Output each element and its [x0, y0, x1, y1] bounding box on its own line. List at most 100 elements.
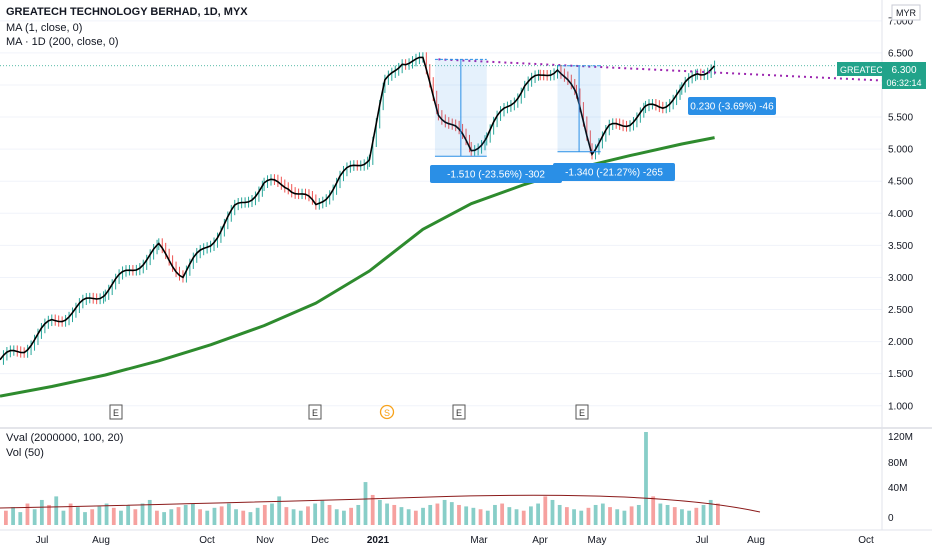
countdown: 06:32:14 [886, 78, 921, 88]
x-tick-label: Oct [199, 535, 215, 546]
volume-bar [385, 503, 389, 525]
y-tick-label: 5.000 [888, 145, 913, 156]
volume-bar [140, 503, 145, 525]
x-tick-label: May [588, 535, 607, 546]
volume-bars [0, 432, 761, 525]
volume-bar [320, 500, 325, 525]
volume-bar [622, 510, 627, 525]
volume-bar [183, 504, 188, 525]
dividend-marker [379, 404, 395, 420]
ma200-legend[interactable]: MA · 1D (200, close, 0) [6, 36, 119, 48]
volume-bar [421, 507, 425, 525]
volume-bar [586, 507, 591, 525]
x-tick-label: Aug [747, 535, 765, 546]
candles [0, 52, 716, 365]
x-tick-label: Mar [470, 535, 488, 546]
volume-bar [126, 504, 131, 525]
volume-bar [536, 503, 540, 525]
volume-bar [298, 510, 303, 525]
volume-bar [32, 509, 37, 525]
x-tick-label: Dec [311, 535, 329, 546]
volume-bar [665, 504, 670, 525]
y-tick-label: 2.000 [888, 337, 913, 348]
volume-bar [629, 506, 634, 525]
volume-bar [75, 507, 80, 525]
volume-bar [119, 510, 123, 525]
volume-bar [572, 509, 576, 525]
chart-title: GREATECH TECHNOLOGY BERHAD, 1D, MYX [6, 6, 248, 18]
price-tag-bg [882, 62, 926, 76]
earnings-marker [575, 404, 589, 420]
volume-bar [687, 510, 692, 525]
volume-bar [104, 503, 109, 525]
volume-bar [18, 512, 23, 525]
volume-bar [327, 504, 332, 525]
volume-bar [90, 509, 95, 525]
y-tick-label: 6.500 [888, 48, 913, 59]
ma1-legend[interactable]: MA (1, close, 0) [6, 22, 83, 34]
volume-bar [658, 503, 663, 525]
volume-bar [262, 504, 267, 525]
volume-bar [147, 499, 152, 525]
x-tick-label: Aug [92, 535, 110, 546]
volume-bar [680, 509, 684, 525]
resistance-line [438, 58, 883, 82]
event-label: E [312, 408, 318, 418]
volume-bar [435, 503, 440, 525]
volume-bar [11, 507, 15, 525]
volume-bar [579, 510, 584, 525]
earnings-marker [308, 404, 322, 420]
volume-bar [248, 512, 253, 525]
volume-bar [212, 507, 217, 525]
vol-legend[interactable]: Vol (50) [6, 447, 44, 459]
y-tick-label: 2.500 [888, 305, 913, 316]
countdown-bg [882, 76, 926, 89]
x-tick-label: 2021 [367, 535, 390, 546]
event-label: E [579, 408, 585, 418]
x-tick-label: Nov [256, 535, 274, 546]
volume-bar [363, 482, 368, 525]
volume-bar [162, 512, 167, 525]
volume-bar [349, 507, 354, 525]
volume-bar [550, 499, 555, 525]
measure-label: 0.230 (-3.69%) -46 [690, 102, 774, 113]
volume-bar [377, 499, 382, 525]
volume-bar [4, 510, 8, 525]
volume-bar [190, 503, 195, 525]
volume-bar [306, 506, 310, 525]
volume-bar [521, 510, 526, 525]
volume-bar [399, 507, 404, 525]
y-tick-label: 4.500 [888, 177, 913, 188]
volume-bar [507, 507, 512, 525]
currency-box [891, 4, 921, 21]
y-tick-label: 4.000 [888, 209, 913, 220]
y-tick-label: 1.500 [888, 369, 913, 380]
vol-y-tick-label: 80M [888, 458, 907, 469]
symbol-tag-bg [837, 62, 882, 76]
volume-bar [291, 509, 296, 525]
volume-bar [413, 510, 418, 525]
volume-bar [464, 506, 469, 525]
y-tick-label: 3.000 [888, 273, 913, 284]
y-tick-label: 3.500 [888, 241, 913, 252]
volume-bar [219, 506, 224, 525]
vol-y-tick-label: 120M [888, 432, 913, 443]
currency-label: MYR [896, 8, 917, 18]
symbol-tag: GREATEC [840, 65, 883, 75]
volume-bar [313, 503, 318, 525]
volume-bar [708, 499, 713, 525]
volume-bar [111, 507, 116, 525]
close-line [0, 56, 716, 361]
x-tick-label: Jul [36, 535, 49, 546]
volume-bar [234, 509, 238, 525]
volume-bar [644, 432, 648, 525]
ma200-line [0, 136, 715, 398]
earnings-marker [452, 404, 466, 420]
vval-legend[interactable]: Vval (2000000, 100, 20) [6, 432, 124, 444]
volume-bar [255, 507, 260, 525]
volume-bar [694, 507, 699, 525]
volume-bar [25, 503, 30, 525]
volume-bar [169, 509, 174, 525]
